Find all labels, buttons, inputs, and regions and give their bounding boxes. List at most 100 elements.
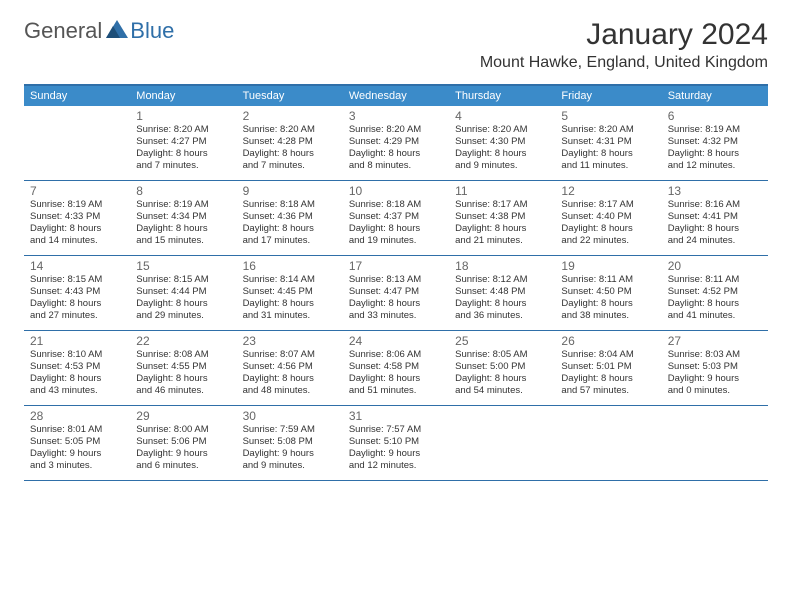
daylight-line: and 43 minutes. xyxy=(30,385,124,397)
weekday-header: Thursday xyxy=(449,86,555,106)
day-number: 15 xyxy=(136,259,230,273)
sunset-line: Sunset: 5:10 PM xyxy=(349,436,443,448)
daylight-line: and 15 minutes. xyxy=(136,235,230,247)
daylight-line: and 12 minutes. xyxy=(668,160,762,172)
sunset-line: Sunset: 4:48 PM xyxy=(455,286,549,298)
day-number: 19 xyxy=(561,259,655,273)
sunrise-line: Sunrise: 8:19 AM xyxy=(668,124,762,136)
week-row: 1Sunrise: 8:20 AMSunset: 4:27 PMDaylight… xyxy=(24,106,768,181)
daylight-line: Daylight: 8 hours xyxy=(668,148,762,160)
day-cell: 30Sunrise: 7:59 AMSunset: 5:08 PMDayligh… xyxy=(237,406,343,480)
sunrise-line: Sunrise: 7:57 AM xyxy=(349,424,443,436)
sunrise-line: Sunrise: 7:59 AM xyxy=(243,424,337,436)
daylight-line: and 48 minutes. xyxy=(243,385,337,397)
day-number: 13 xyxy=(668,184,762,198)
sunrise-line: Sunrise: 8:20 AM xyxy=(561,124,655,136)
daylight-line: and 9 minutes. xyxy=(243,460,337,472)
day-number: 30 xyxy=(243,409,337,423)
day-number: 25 xyxy=(455,334,549,348)
daylight-line: and 24 minutes. xyxy=(668,235,762,247)
day-cell: 1Sunrise: 8:20 AMSunset: 4:27 PMDaylight… xyxy=(130,106,236,180)
sunrise-line: Sunrise: 8:20 AM xyxy=(243,124,337,136)
day-cell: 23Sunrise: 8:07 AMSunset: 4:56 PMDayligh… xyxy=(237,331,343,405)
sunrise-line: Sunrise: 8:19 AM xyxy=(136,199,230,211)
day-number: 23 xyxy=(243,334,337,348)
empty-cell xyxy=(24,106,130,180)
day-number: 14 xyxy=(30,259,124,273)
day-number: 31 xyxy=(349,409,443,423)
day-number: 22 xyxy=(136,334,230,348)
daylight-line: Daylight: 8 hours xyxy=(455,148,549,160)
sunrise-line: Sunrise: 8:08 AM xyxy=(136,349,230,361)
day-number: 12 xyxy=(561,184,655,198)
day-cell: 6Sunrise: 8:19 AMSunset: 4:32 PMDaylight… xyxy=(662,106,768,180)
sunrise-line: Sunrise: 8:15 AM xyxy=(136,274,230,286)
day-number: 18 xyxy=(455,259,549,273)
daylight-line: Daylight: 9 hours xyxy=(668,373,762,385)
daylight-line: and 41 minutes. xyxy=(668,310,762,322)
weeks-container: 1Sunrise: 8:20 AMSunset: 4:27 PMDaylight… xyxy=(24,106,768,481)
day-number: 6 xyxy=(668,109,762,123)
daylight-line: Daylight: 8 hours xyxy=(136,298,230,310)
day-cell: 18Sunrise: 8:12 AMSunset: 4:48 PMDayligh… xyxy=(449,256,555,330)
month-title: January 2024 xyxy=(480,18,768,52)
day-number: 21 xyxy=(30,334,124,348)
daylight-line: Daylight: 8 hours xyxy=(349,148,443,160)
day-number: 20 xyxy=(668,259,762,273)
sunrise-line: Sunrise: 8:04 AM xyxy=(561,349,655,361)
day-number: 5 xyxy=(561,109,655,123)
daylight-line: and 38 minutes. xyxy=(561,310,655,322)
daylight-line: and 8 minutes. xyxy=(349,160,443,172)
daylight-line: Daylight: 8 hours xyxy=(455,298,549,310)
weekday-header: Sunday xyxy=(24,86,130,106)
calendar-table: Sunday Monday Tuesday Wednesday Thursday… xyxy=(24,84,768,481)
sunset-line: Sunset: 4:31 PM xyxy=(561,136,655,148)
day-cell: 9Sunrise: 8:18 AMSunset: 4:36 PMDaylight… xyxy=(237,181,343,255)
day-cell: 31Sunrise: 7:57 AMSunset: 5:10 PMDayligh… xyxy=(343,406,449,480)
weekday-header-row: Sunday Monday Tuesday Wednesday Thursday… xyxy=(24,86,768,106)
daylight-line: and 21 minutes. xyxy=(455,235,549,247)
day-number: 2 xyxy=(243,109,337,123)
sunrise-line: Sunrise: 8:00 AM xyxy=(136,424,230,436)
day-number: 16 xyxy=(243,259,337,273)
sunrise-line: Sunrise: 8:15 AM xyxy=(30,274,124,286)
day-number: 9 xyxy=(243,184,337,198)
day-cell: 8Sunrise: 8:19 AMSunset: 4:34 PMDaylight… xyxy=(130,181,236,255)
sunrise-line: Sunrise: 8:17 AM xyxy=(561,199,655,211)
title-block: January 2024 Mount Hawke, England, Unite… xyxy=(480,18,768,72)
daylight-line: Daylight: 9 hours xyxy=(30,448,124,460)
sunrise-line: Sunrise: 8:05 AM xyxy=(455,349,549,361)
day-cell: 27Sunrise: 8:03 AMSunset: 5:03 PMDayligh… xyxy=(662,331,768,405)
daylight-line: and 0 minutes. xyxy=(668,385,762,397)
daylight-line: Daylight: 8 hours xyxy=(243,373,337,385)
daylight-line: and 57 minutes. xyxy=(561,385,655,397)
daylight-line: and 54 minutes. xyxy=(455,385,549,397)
weekday-header: Saturday xyxy=(662,86,768,106)
day-cell: 4Sunrise: 8:20 AMSunset: 4:30 PMDaylight… xyxy=(449,106,555,180)
daylight-line: and 6 minutes. xyxy=(136,460,230,472)
daylight-line: and 22 minutes. xyxy=(561,235,655,247)
sunset-line: Sunset: 4:27 PM xyxy=(136,136,230,148)
daylight-line: Daylight: 8 hours xyxy=(136,373,230,385)
sunset-line: Sunset: 4:34 PM xyxy=(136,211,230,223)
day-cell: 29Sunrise: 8:00 AMSunset: 5:06 PMDayligh… xyxy=(130,406,236,480)
day-number: 29 xyxy=(136,409,230,423)
day-cell: 14Sunrise: 8:15 AMSunset: 4:43 PMDayligh… xyxy=(24,256,130,330)
day-number: 27 xyxy=(668,334,762,348)
daylight-line: Daylight: 9 hours xyxy=(349,448,443,460)
daylight-line: Daylight: 8 hours xyxy=(561,223,655,235)
empty-cell xyxy=(555,406,661,480)
empty-cell xyxy=(662,406,768,480)
sunset-line: Sunset: 5:08 PM xyxy=(243,436,337,448)
sunset-line: Sunset: 5:00 PM xyxy=(455,361,549,373)
day-cell: 21Sunrise: 8:10 AMSunset: 4:53 PMDayligh… xyxy=(24,331,130,405)
sunset-line: Sunset: 4:33 PM xyxy=(30,211,124,223)
daylight-line: and 3 minutes. xyxy=(30,460,124,472)
day-number: 26 xyxy=(561,334,655,348)
daylight-line: Daylight: 8 hours xyxy=(455,373,549,385)
daylight-line: and 14 minutes. xyxy=(30,235,124,247)
day-number: 8 xyxy=(136,184,230,198)
sunset-line: Sunset: 4:40 PM xyxy=(561,211,655,223)
week-row: 7Sunrise: 8:19 AMSunset: 4:33 PMDaylight… xyxy=(24,181,768,256)
daylight-line: Daylight: 8 hours xyxy=(30,223,124,235)
